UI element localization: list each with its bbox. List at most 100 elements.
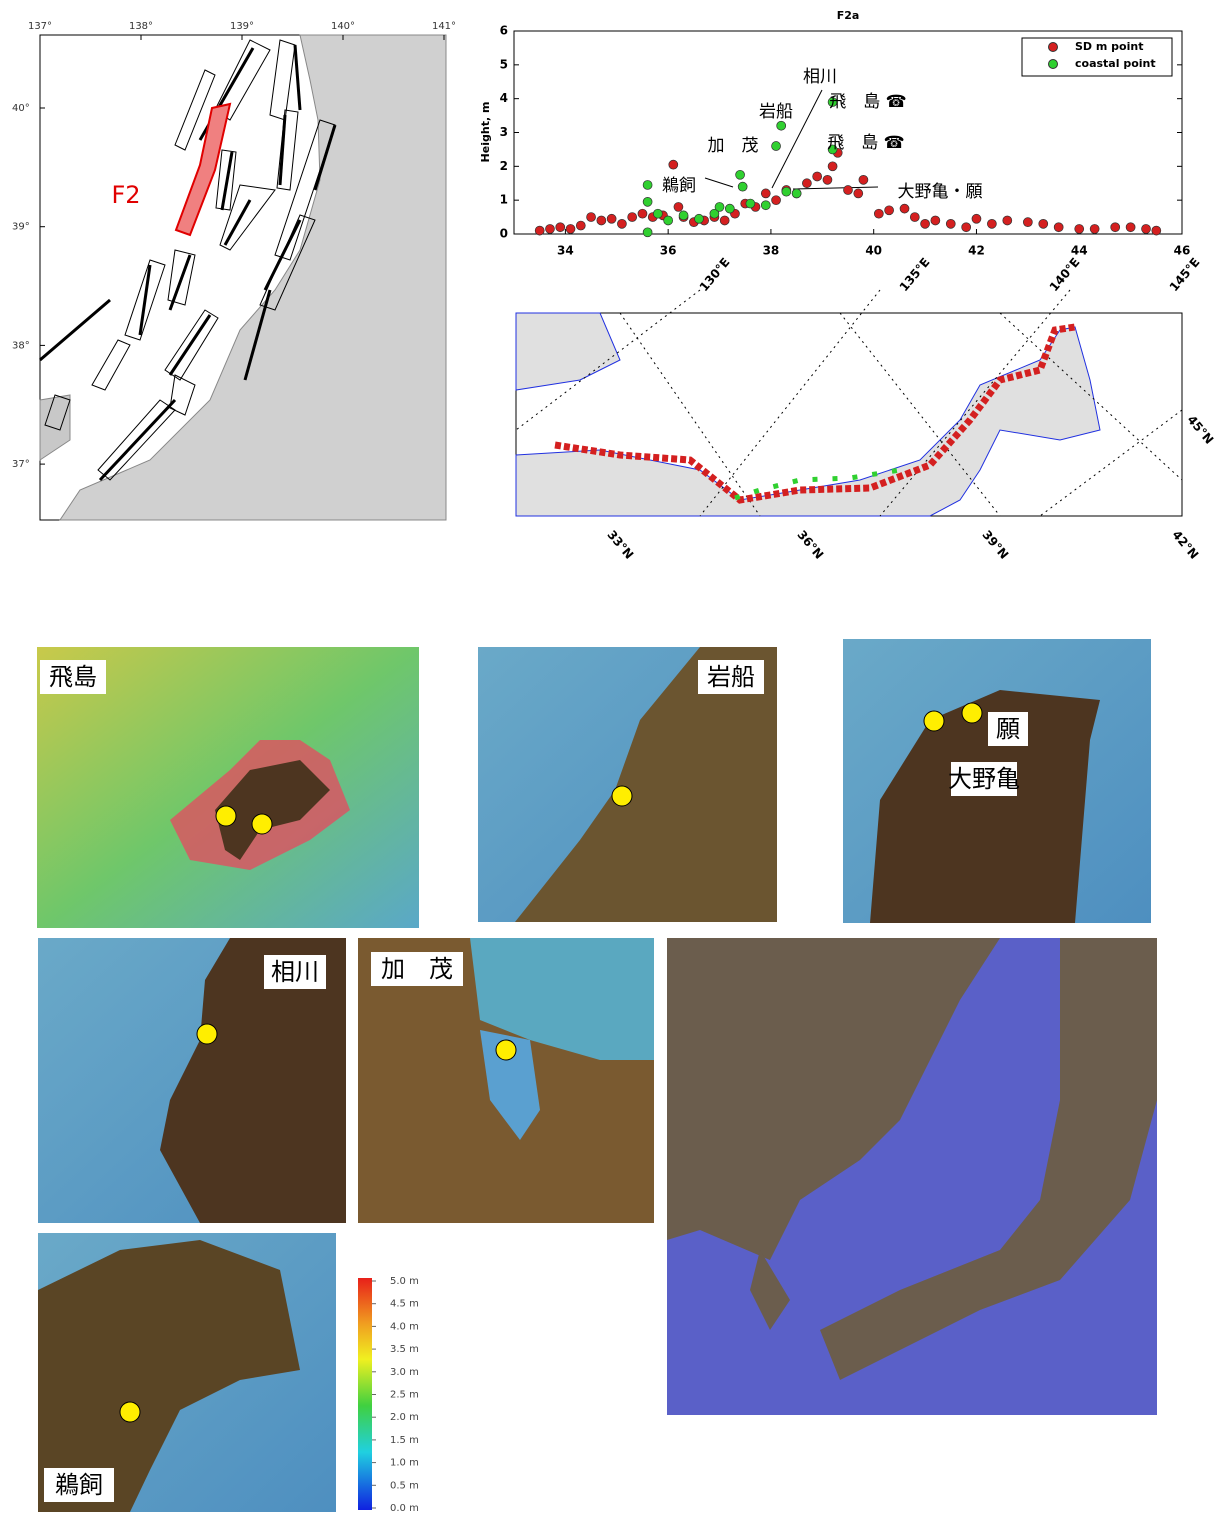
point (1003, 216, 1012, 225)
point (1054, 223, 1063, 232)
point (738, 182, 747, 191)
point (777, 121, 786, 130)
point (566, 224, 575, 233)
point (597, 216, 606, 225)
lon-tick-label: 141° (432, 21, 456, 32)
legend-label: coastal point (1075, 57, 1156, 70)
colorbar-label: 3.5 m (390, 1344, 419, 1355)
annotation: 飛 島 ☎ (827, 133, 905, 153)
lat-tick-label: 40° (12, 103, 30, 114)
point (653, 209, 662, 218)
point (972, 214, 981, 223)
point (802, 179, 811, 188)
point (617, 219, 626, 228)
panel-label: 願 (996, 715, 1020, 743)
point (782, 187, 791, 196)
point (715, 202, 724, 211)
annotation: 飛 島 ☎ (829, 92, 907, 112)
lat-label: 42°N (1169, 528, 1201, 562)
lon-tick-label: 140° (331, 21, 355, 32)
panel-label: 大野亀 (948, 765, 1020, 793)
point (587, 213, 596, 222)
point (1075, 224, 1084, 233)
point (545, 224, 554, 233)
point (1023, 218, 1032, 227)
annotation: 岩船 (759, 102, 793, 122)
point (874, 209, 883, 218)
colorbar (358, 1278, 372, 1510)
x-tick-label: 40 (865, 244, 882, 258)
colorbar-label: 2.0 m (390, 1412, 419, 1423)
point (638, 209, 647, 218)
x-tick-label: 42 (968, 244, 985, 258)
colorbar-label: 2.5 m (390, 1390, 419, 1401)
annotation: 相川 (803, 67, 837, 87)
point (761, 201, 770, 210)
point (772, 142, 781, 151)
point (556, 223, 565, 232)
point (772, 196, 781, 205)
point (761, 189, 770, 198)
colorbar-label: 4.0 m (390, 1321, 419, 1332)
x-tick-label: 38 (763, 244, 780, 258)
legend-marker (1049, 43, 1058, 52)
x-tick-label: 46 (1174, 244, 1191, 258)
point (1111, 223, 1120, 232)
panel-label: 岩船 (707, 663, 755, 691)
point (885, 206, 894, 215)
point (813, 172, 822, 181)
lon-label: 130°E (697, 255, 733, 294)
panel-label: 鵜飼 (55, 1471, 103, 1499)
point (1152, 226, 1161, 235)
colorbar-label: 0.5 m (390, 1480, 419, 1491)
y-tick-label: 1 (500, 193, 508, 207)
annotation: 大野亀・願 (898, 182, 983, 202)
lat-label: 39°N (979, 528, 1011, 562)
x-tick-label: 44 (1071, 244, 1088, 258)
point (900, 204, 909, 213)
tile-japan (667, 938, 1157, 1415)
point (607, 214, 616, 223)
region-map (516, 290, 1182, 516)
annotation: 加 茂 (708, 136, 759, 156)
lat-label: 45°N (1184, 413, 1216, 447)
y-tick-label: 2 (500, 159, 508, 173)
colorbar-label: 1.5 m (390, 1435, 419, 1446)
panel-label: 相川 (271, 958, 319, 986)
point (987, 219, 996, 228)
point (1039, 219, 1048, 228)
x-tick-label: 34 (557, 244, 574, 258)
panel-label: 加 茂 (381, 955, 453, 983)
legend-marker (1049, 60, 1058, 69)
point (694, 214, 703, 223)
point (736, 170, 745, 179)
lon-label: 135°E (897, 255, 933, 294)
point (1142, 224, 1151, 233)
point (643, 197, 652, 206)
y-axis-label: Height, m (479, 102, 492, 163)
y-tick-label: 6 (500, 24, 508, 38)
y-tick-label: 5 (500, 57, 508, 71)
point (720, 216, 729, 225)
point (628, 213, 637, 222)
legend-label: SD m point (1075, 40, 1143, 53)
point (679, 211, 688, 220)
colorbar-label: 3.0 m (390, 1367, 419, 1378)
lat-tick-label: 37° (12, 459, 30, 470)
point (823, 175, 832, 184)
x-tick-label: 36 (660, 244, 677, 258)
fault-map: F2 (40, 35, 446, 520)
lat-label: 36°N (794, 528, 826, 562)
point (674, 202, 683, 211)
lon-tick-label: 139° (230, 21, 254, 32)
point (946, 219, 955, 228)
point (576, 221, 585, 230)
point (1090, 224, 1099, 233)
point (910, 213, 919, 222)
lat-tick-label: 39° (12, 222, 30, 233)
lat-label: 33°N (604, 528, 636, 562)
point (828, 162, 837, 171)
point (931, 216, 940, 225)
point (746, 199, 755, 208)
point (854, 189, 863, 198)
